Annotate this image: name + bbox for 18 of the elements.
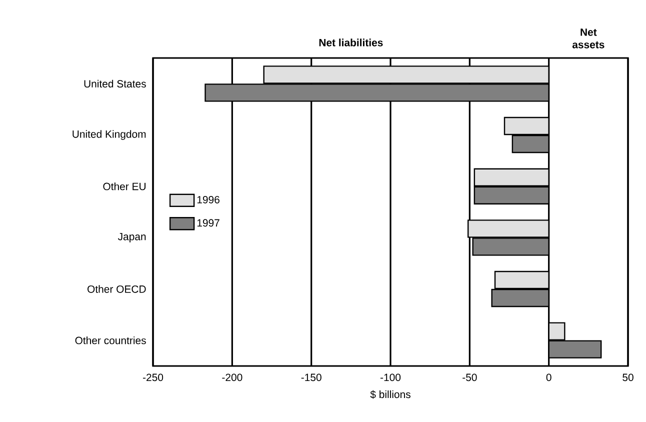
y-tick-label: Other OECD: [88, 285, 146, 293]
text: Net liabilities: [319, 38, 383, 46]
y-tick-label: Other EU: [103, 182, 146, 190]
text: Net assets: [572, 28, 604, 48]
x-axis-title: $ billions: [370, 390, 410, 399]
x-tick-label: 50: [622, 374, 634, 382]
y-tick-label: Other countries: [75, 336, 146, 344]
legend-label: 1996: [197, 196, 220, 204]
x-tick-label: -100: [380, 374, 401, 382]
x-tick-label: 0: [546, 374, 552, 382]
x-tick-label: -150: [301, 374, 322, 382]
y-tick-label: Japan: [118, 232, 146, 242]
y-tick-label: United Kingdom: [72, 130, 146, 140]
legend-label: 1997: [197, 219, 220, 227]
y-tick-label: United States: [84, 80, 146, 88]
x-tick-label: -200: [222, 374, 242, 382]
x-tick-label: -50: [462, 374, 477, 382]
x-tick-label: -250: [143, 374, 164, 382]
